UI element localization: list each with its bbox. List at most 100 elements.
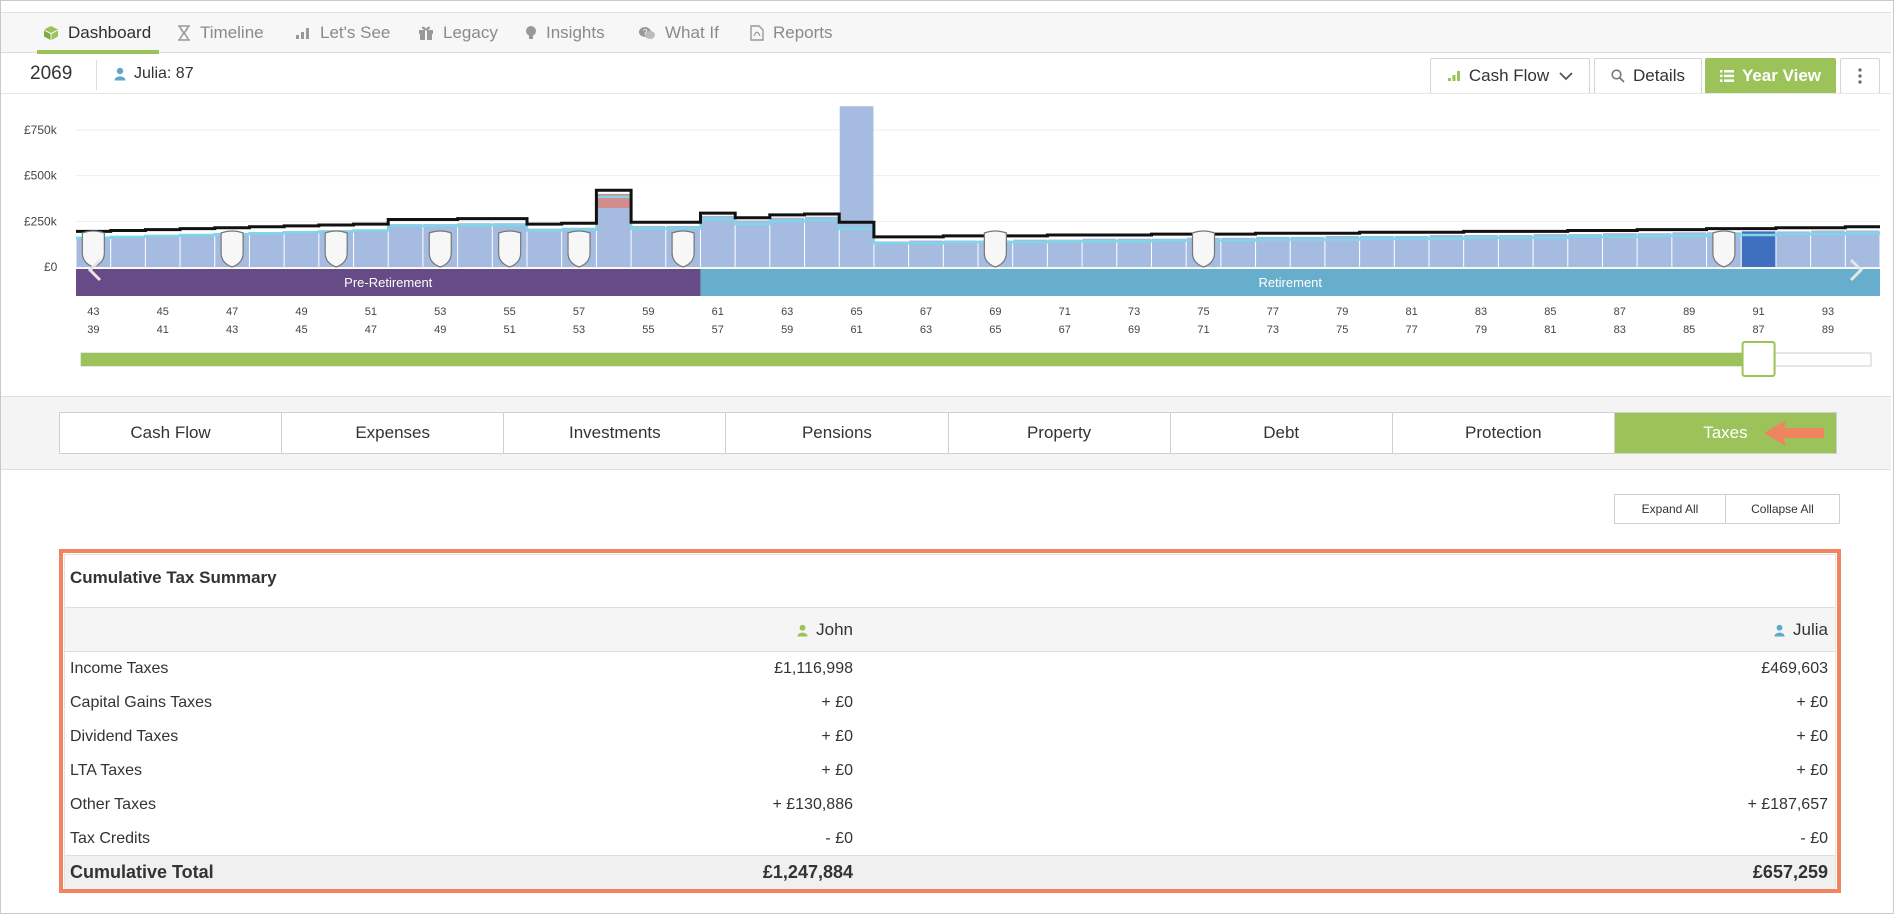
age-label-person2: 77 <box>1406 324 1418 336</box>
category-tab-cash-flow[interactable]: Cash Flow <box>60 413 283 453</box>
age-label-person2: 53 <box>573 324 585 336</box>
age-label-person1: 71 <box>1059 306 1071 318</box>
row-label: LTA Taxes <box>70 762 143 779</box>
pointer-arrow-icon <box>1764 420 1824 446</box>
magnifier-icon <box>1611 69 1625 83</box>
chart-bar <box>1498 235 1533 267</box>
chart-bar <box>354 229 388 267</box>
age-label-person1: 59 <box>642 306 654 318</box>
age-label-person1: 55 <box>504 306 516 318</box>
view-select-dropdown[interactable]: Cash Flow <box>1430 58 1590 94</box>
category-tab-expenses[interactable]: Expenses <box>282 413 505 453</box>
chart-bar <box>111 235 145 267</box>
header-divider <box>96 60 97 90</box>
details-button[interactable]: Details <box>1594 58 1702 94</box>
chart-prev-arrow-icon[interactable] <box>87 258 102 282</box>
age-label-person1: 45 <box>157 306 169 318</box>
tab-reports[interactable]: Reports <box>750 13 833 53</box>
chart-bar <box>1082 238 1117 267</box>
tab-timeline[interactable]: Timeline <box>177 13 264 53</box>
category-tab-pensions[interactable]: Pensions <box>726 413 949 453</box>
chart-bar <box>1741 231 1776 267</box>
current-year: 2069 <box>30 63 73 84</box>
column-julia: Julia <box>1774 620 1828 640</box>
age-label-person2: 43 <box>226 324 238 336</box>
row-label: Income Taxes <box>70 660 169 677</box>
tab-label: What If <box>665 23 719 42</box>
tab-what-if[interactable]: ? What If <box>638 13 719 53</box>
tab-dashboard[interactable]: Dashboard <box>37 13 159 54</box>
collapse-all-button[interactable]: Collapse All <box>1725 495 1839 523</box>
category-tab-debt[interactable]: Debt <box>1171 413 1393 453</box>
chart-bar <box>1256 236 1290 267</box>
year-view-button[interactable]: Year View <box>1705 58 1836 94</box>
age-label-person2: 51 <box>504 324 516 336</box>
bar-chart-icon <box>1447 71 1460 81</box>
tab-label: Dashboard <box>68 23 152 42</box>
tab-legacy[interactable]: Legacy <box>418 13 498 53</box>
chart-bar <box>180 234 215 267</box>
age-label-person1: 73 <box>1128 306 1140 318</box>
chart-bar <box>1811 230 1845 267</box>
table-row: Tax Credits - £0 - £0 <box>65 823 1835 857</box>
age-label-person2: 57 <box>712 324 724 336</box>
chart-bar <box>874 241 909 267</box>
y-tick-label: £250k <box>24 214 58 228</box>
chart-bar <box>1325 235 1360 267</box>
row-value-julia: + £0 <box>1796 762 1828 779</box>
phase-label: Pre-Retirement <box>344 275 433 290</box>
event-marker-icon <box>671 230 695 268</box>
chart-income-line <box>76 195 1880 245</box>
row-label: Capital Gains Taxes <box>70 694 212 711</box>
tab-label: Legacy <box>443 23 498 42</box>
category-tab-protection[interactable]: Protection <box>1393 413 1615 453</box>
person-icon <box>1774 624 1785 636</box>
event-marker-icon <box>983 230 1007 268</box>
age-label-person1: 69 <box>989 306 1001 318</box>
chart-bar <box>1117 238 1151 267</box>
total-row: Cumulative Total £1,247,884 £657,259 <box>65 855 1835 889</box>
row-value-julia: + £0 <box>1796 728 1828 745</box>
tax-summary-panel: Cumulative Tax Summary John Julia Income… <box>64 554 1836 889</box>
chart-bar <box>805 216 839 267</box>
age-label-person2: 63 <box>920 324 932 336</box>
chart-next-arrow-icon[interactable] <box>1849 258 1864 282</box>
row-value-julia: + £0 <box>1796 694 1828 711</box>
year-view-label: Year View <box>1741 66 1822 85</box>
svg-text:?: ? <box>643 28 648 37</box>
chart-bar <box>527 228 562 267</box>
chart-bar <box>1602 233 1637 267</box>
more-options-button[interactable] <box>1840 58 1880 94</box>
tab-label: Reports <box>773 23 833 42</box>
chevron-down-icon <box>1559 72 1573 81</box>
category-tab-investments[interactable]: Investments <box>504 413 727 453</box>
row-value-john: + £0 <box>821 694 853 711</box>
age-label-person1: 57 <box>573 306 585 318</box>
age-label-person2: 45 <box>295 324 307 336</box>
age-label-person1: 83 <box>1475 306 1487 318</box>
age-label-person1: 91 <box>1752 306 1764 318</box>
tab-insights[interactable]: Insights <box>525 13 605 53</box>
expand-all-button[interactable]: Expand All <box>1641 502 1699 516</box>
row-label: Dividend Taxes <box>70 728 179 745</box>
tab-lets-see[interactable]: Let's See <box>295 13 390 53</box>
chart-bar <box>458 223 492 267</box>
age-label-person2: 83 <box>1614 324 1626 336</box>
event-marker-icon <box>220 230 244 268</box>
chart-bar <box>1672 232 1707 267</box>
event-marker-icon <box>81 230 105 268</box>
table-row: Capital Gains Taxes + £0 + £0 <box>65 687 1835 721</box>
row-value-julia: + £187,657 <box>1747 796 1828 813</box>
age-label-person2: 59 <box>781 324 793 336</box>
age-label-person1: 67 <box>920 306 932 318</box>
total-label: Cumulative Total <box>70 862 214 882</box>
category-tab-property[interactable]: Property <box>949 413 1171 453</box>
age-label-person2: 75 <box>1336 324 1348 336</box>
age-label-person1: 89 <box>1683 306 1695 318</box>
event-marker-icon <box>428 230 452 268</box>
age-label-person2: 65 <box>989 324 1001 336</box>
age-label-person2: 55 <box>642 324 654 336</box>
view-select-label: Cash Flow <box>1468 66 1550 85</box>
timeline-slider-handle[interactable] <box>1741 341 1776 377</box>
vertical-dots-icon <box>1858 68 1862 84</box>
